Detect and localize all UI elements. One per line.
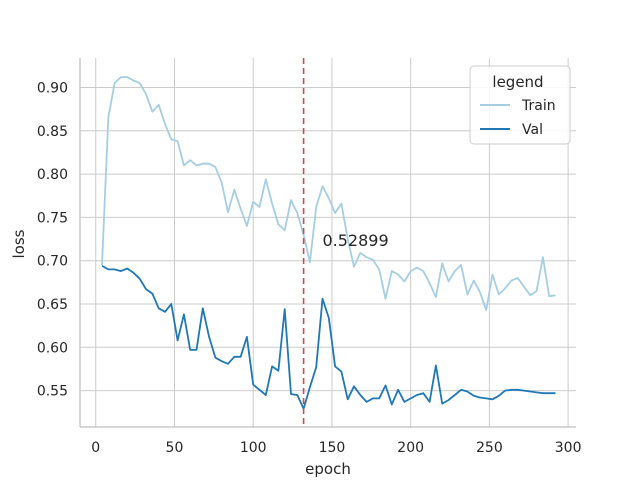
y-tick-label: 0.65	[37, 297, 68, 313]
axes-spines	[79, 58, 576, 428]
x-tick-label: 250	[476, 440, 503, 456]
x-tick-label: 0	[91, 440, 100, 456]
x-tick-label: 200	[397, 440, 424, 456]
legend-frame	[469, 65, 571, 145]
x-tick-label: 50	[166, 440, 184, 456]
x-tick-labels: 0 50 100 150 200 250 300	[91, 440, 581, 456]
y-tick-label: 0.80	[37, 167, 68, 183]
series-line-val	[101, 265, 556, 410]
x-tick-label: 300	[555, 440, 582, 456]
y-tick-label: 0.55	[37, 384, 68, 400]
y-tick-label: 0.70	[37, 254, 68, 270]
x-tick-label: 150	[319, 440, 346, 456]
annotation-value: 0.52899	[322, 231, 388, 250]
y-tick-label: 0.60	[37, 340, 68, 356]
y-tick-labels: 0.55 0.60 0.65 0.70 0.75 0.80 0.85 0.90	[37, 80, 68, 399]
series-lines	[101, 76, 556, 410]
series-line-train	[101, 76, 556, 311]
legend-label-train: Train	[521, 98, 556, 114]
y-tick-label: 0.75	[37, 210, 68, 226]
x-axis-title: epoch	[305, 460, 351, 478]
legend: legend Train Val	[469, 65, 571, 145]
legend-label-val: Val	[522, 122, 543, 138]
x-tick-label: 100	[240, 440, 267, 456]
y-tick-label: 0.90	[37, 80, 68, 96]
legend-title: legend	[492, 73, 543, 91]
y-axis-title: loss	[10, 229, 28, 258]
y-tick-label: 0.85	[37, 124, 68, 140]
